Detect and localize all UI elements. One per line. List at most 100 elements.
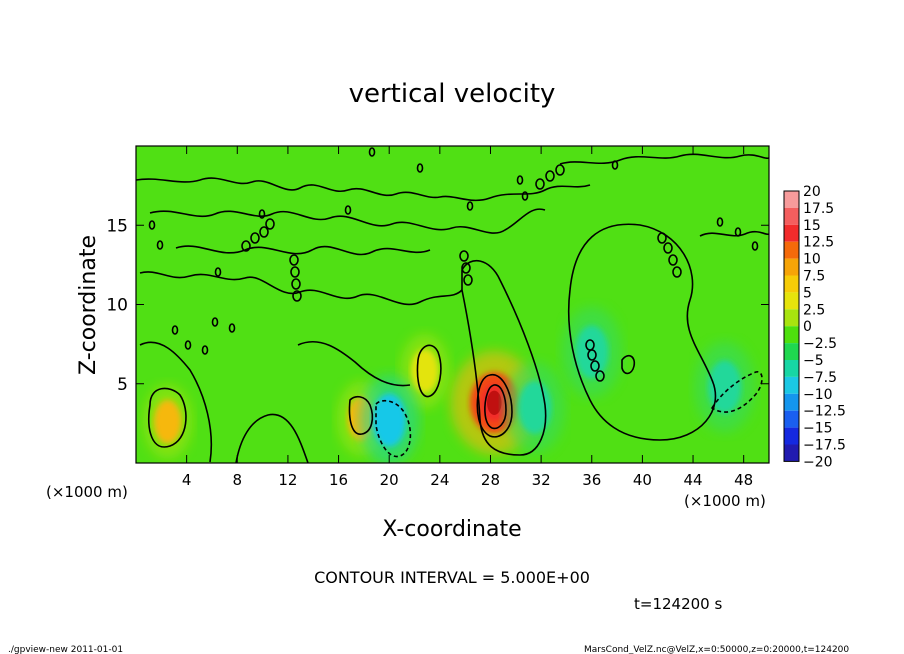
field-anomalies: [143, 306, 755, 463]
contour-loop: [290, 266, 300, 278]
contour-loop: [292, 290, 302, 302]
colorbar-segment: [784, 258, 799, 276]
contour-line: [136, 177, 591, 202]
contour-loop: [291, 278, 301, 290]
contour-loop: [461, 262, 471, 274]
colorbar-segment: [784, 410, 799, 428]
colorbar-segment: [784, 224, 799, 242]
y-axis-ticks: 5 10 15: [106, 216, 769, 395]
x-unit-label: (×1000 m): [46, 483, 128, 501]
colorbar-label: −7.5: [803, 370, 837, 386]
contour-loop: [535, 178, 545, 190]
colorbar-label: 2.5: [803, 302, 825, 318]
colorbar-segment: [784, 275, 799, 293]
contour-speck: [368, 147, 376, 157]
contour-speck: [184, 340, 192, 350]
contour-speck: [716, 217, 724, 227]
colorbar-label: 5: [803, 285, 812, 301]
plot-area: [136, 146, 769, 463]
x-tick-label: 20: [380, 471, 399, 489]
contour-speck: [516, 175, 524, 185]
colorbar-label: −2.5: [803, 336, 837, 352]
x-tick-label: 40: [633, 471, 652, 489]
contour-speck: [211, 317, 219, 327]
colorbar-label: −10: [803, 387, 833, 403]
x-tick-label: 32: [532, 471, 551, 489]
colorbar-label: 7.5: [803, 269, 825, 285]
x-tick-label: 16: [329, 471, 348, 489]
colorbar-segment: [784, 326, 799, 344]
field-anomaly: [575, 325, 609, 379]
chart-title: vertical velocity: [349, 79, 556, 109]
contour-loop: [587, 349, 597, 361]
colorbar-label: −20: [803, 454, 833, 470]
colorbar-segment: [784, 343, 799, 360]
contour-speck: [171, 325, 179, 335]
contour-line: [175, 245, 431, 256]
contour-loop: [663, 242, 673, 254]
contour-loop: [250, 232, 260, 244]
y-tick-label: 15: [106, 216, 128, 236]
field-anomaly: [518, 380, 552, 435]
colorbar-segment: [784, 360, 799, 377]
x-axis-ticks: 4 8 12 16 20 24 28 32 36 40 44 48: [182, 146, 753, 489]
colorbar-segment: [784, 393, 799, 411]
x-tick-label: 28: [481, 471, 500, 489]
colorbar: 2017.51512.5107.552.50−2.5−5−7.5−10−12.5…: [783, 184, 846, 470]
colorbar-frame: [783, 190, 800, 462]
x-tick-label: 44: [683, 471, 702, 489]
colorbar-segment: [784, 427, 799, 445]
y-tick-label: 10: [106, 296, 128, 316]
contour-loop: [459, 250, 469, 262]
field-anomaly: [707, 360, 742, 414]
colorbar-label: 12.5: [803, 235, 834, 251]
colorbar-label: 0: [803, 319, 812, 335]
contour-line: [416, 344, 442, 398]
contour-loop: [657, 232, 667, 244]
x-tick-label: 48: [734, 471, 753, 489]
x-axis-label: X-coordinate: [382, 517, 521, 542]
colorbar-segment: [784, 292, 799, 310]
contour-speck: [214, 267, 222, 277]
colorbar-segment: [784, 191, 799, 208]
time-text: t=124200 s: [634, 595, 722, 613]
contour-interval-text: CONTOUR INTERVAL = 5.000E+00: [314, 568, 590, 587]
contour-speck: [228, 323, 236, 333]
contour-line-negative: [375, 399, 412, 458]
contour-speck: [416, 163, 424, 173]
contour-lines: [136, 147, 769, 463]
colorbar-label: −5: [803, 353, 824, 369]
contour-line: [699, 230, 769, 237]
x-unit-label-right: (×1000 m): [684, 492, 766, 510]
colorbar-label: −17.5: [803, 438, 846, 454]
y-tick-label: 5: [117, 375, 128, 395]
contour-loop: [259, 226, 269, 238]
contour-line: [461, 259, 547, 456]
contour-loop: [590, 360, 600, 372]
colorbar-label: 20: [803, 184, 821, 200]
contour-line: [297, 340, 411, 387]
colorbar-label: 15: [803, 218, 821, 234]
contour-line: [476, 374, 513, 438]
contour-speck: [751, 241, 759, 251]
footer-left: ./gpview-new 2011-01-01: [8, 645, 123, 654]
contour-line: [559, 153, 769, 165]
x-tick-label: 24: [430, 471, 449, 489]
contour-speck: [156, 240, 164, 250]
colorbar-label: −15: [803, 421, 833, 437]
contour-loop: [545, 170, 555, 182]
colorbar-segment: [784, 376, 799, 394]
contour-loop: [668, 254, 678, 266]
contour-loop: [463, 274, 473, 286]
footer-right: MarsCond_VelZ.nc@VelZ,x=0:50000,z=0:2000…: [584, 645, 849, 654]
contour-speck: [258, 209, 266, 219]
contour-line: [139, 341, 213, 463]
x-tick-label: 12: [278, 471, 297, 489]
x-tick-label: 8: [233, 471, 243, 489]
contour-loop: [672, 266, 682, 278]
contour-line: [148, 387, 187, 448]
colorbar-label: 17.5: [803, 201, 834, 217]
contour-loop: [265, 218, 275, 230]
contour-line: [235, 413, 309, 463]
